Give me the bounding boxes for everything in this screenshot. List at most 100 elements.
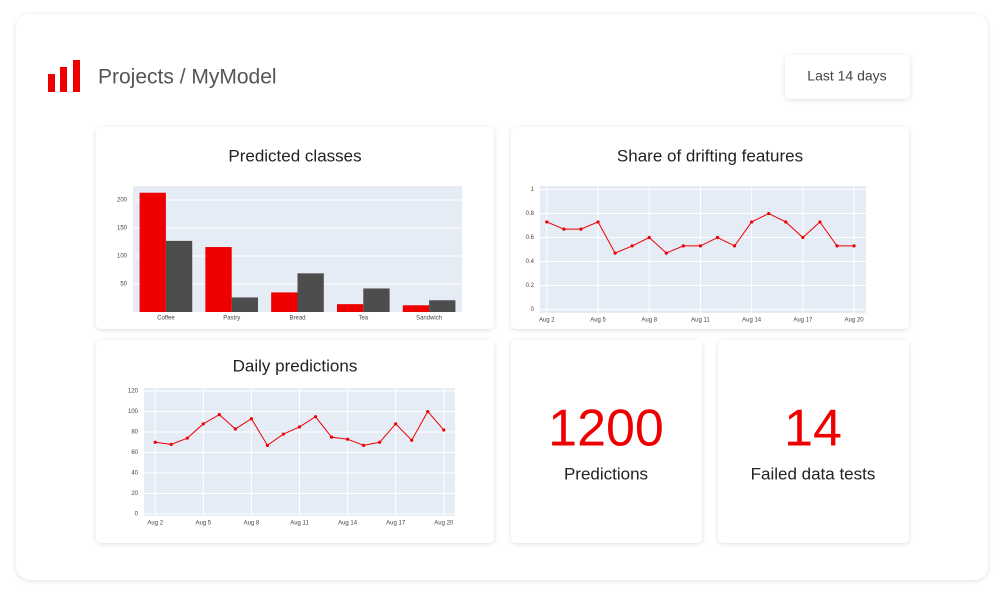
x-tick-label: Aug 5: [590, 318, 606, 324]
bar: [429, 300, 456, 312]
date-filter-button[interactable]: [785, 55, 910, 99]
kpi-label: Failed data tests: [751, 464, 876, 483]
x-tick-label: Aug 2: [539, 318, 555, 324]
x-tick-label: Coffee: [157, 316, 175, 322]
chart-title: Predicted classes: [228, 146, 361, 165]
y-tick-label: 40: [131, 471, 138, 477]
x-tick-label: Aug 17: [793, 318, 813, 324]
x-tick-label: Sandwich: [416, 316, 442, 322]
chart-title: Daily predictions: [233, 356, 358, 375]
point: [378, 440, 382, 444]
point: [630, 244, 634, 248]
y-tick-label: 0.2: [526, 283, 535, 289]
point: [767, 211, 771, 216]
y-tick-label: 80: [131, 430, 138, 436]
point: [281, 432, 286, 436]
y-tick-label: 0.6: [526, 235, 535, 241]
point: [784, 220, 788, 224]
point: [313, 415, 318, 419]
bar: [271, 292, 298, 312]
y-tick-label: 120: [128, 389, 139, 395]
x-tick-label: Aug 11: [290, 521, 309, 527]
point: [818, 220, 822, 224]
y-tick-label: 0: [531, 307, 535, 313]
point: [217, 413, 221, 417]
point: [201, 422, 205, 426]
point: [698, 244, 703, 248]
point: [647, 235, 651, 240]
logo: [48, 60, 80, 92]
point: [249, 417, 254, 421]
point: [545, 220, 549, 224]
date-filter-label[interactable]: Last 14 days: [807, 68, 886, 84]
x-tick-label: Aug 8: [641, 318, 657, 324]
y-tick-label: 0.8: [526, 211, 535, 217]
point: [562, 227, 566, 231]
bar: [336, 304, 364, 312]
point: [801, 235, 805, 240]
point: [329, 435, 334, 439]
point: [426, 409, 430, 414]
x-tick-label: Aug 17: [386, 521, 406, 527]
y-tick-label: 150: [117, 226, 128, 232]
kpi-value: 14: [784, 400, 842, 458]
point: [664, 251, 668, 255]
bar: [363, 288, 390, 312]
point: [852, 244, 856, 248]
x-tick-label: Aug 14: [338, 521, 358, 527]
x-tick-label: Aug 5: [195, 521, 211, 527]
y-tick-label: 0.4: [526, 259, 535, 265]
point: [362, 443, 366, 447]
card: [718, 340, 909, 543]
point: [394, 422, 398, 426]
y-tick-label: 200: [117, 198, 128, 204]
bar: [231, 297, 259, 312]
y-tick-label: 60: [131, 450, 138, 456]
point: [835, 244, 839, 248]
plot-area: [540, 186, 866, 313]
y-tick-label: 100: [117, 254, 128, 260]
point: [410, 438, 414, 442]
x-tick-label: Pastry: [223, 316, 240, 322]
point: [715, 235, 720, 240]
x-tick-label: Aug 8: [244, 521, 260, 527]
point: [153, 440, 157, 444]
y-tick-label: 0: [135, 512, 139, 518]
point: [596, 220, 600, 224]
point: [297, 425, 302, 429]
x-tick-label: Aug 2: [147, 521, 163, 527]
point: [732, 244, 737, 248]
point: [442, 428, 446, 432]
x-tick-label: Tea: [358, 316, 368, 322]
bar: [165, 240, 193, 312]
x-tick-label: Aug 20: [434, 521, 454, 527]
card: [511, 340, 702, 543]
point: [233, 427, 237, 431]
x-tick-label: Aug 11: [691, 318, 710, 324]
bar: [402, 305, 430, 312]
point: [169, 442, 173, 446]
bar: [205, 247, 232, 312]
x-tick-label: Aug 20: [845, 318, 865, 324]
point: [579, 227, 583, 231]
kpi-value: 1200: [548, 400, 664, 458]
point: [750, 220, 754, 224]
bar: [297, 273, 324, 312]
point: [613, 251, 617, 255]
point: [265, 443, 270, 447]
x-tick-label: Bread: [289, 316, 305, 322]
y-tick-label: 50: [120, 282, 127, 288]
page-title: Projects / MyModel: [98, 66, 277, 89]
y-tick-label: 1: [531, 187, 535, 193]
bar: [139, 192, 166, 312]
y-tick-label: 100: [128, 409, 139, 415]
x-tick-label: Aug 14: [742, 318, 762, 324]
point: [345, 437, 350, 441]
point: [185, 436, 189, 440]
chart-title: Share of drifting features: [617, 146, 803, 165]
kpi-label: Predictions: [564, 464, 648, 483]
point: [681, 244, 685, 248]
y-tick-label: 20: [131, 491, 138, 497]
